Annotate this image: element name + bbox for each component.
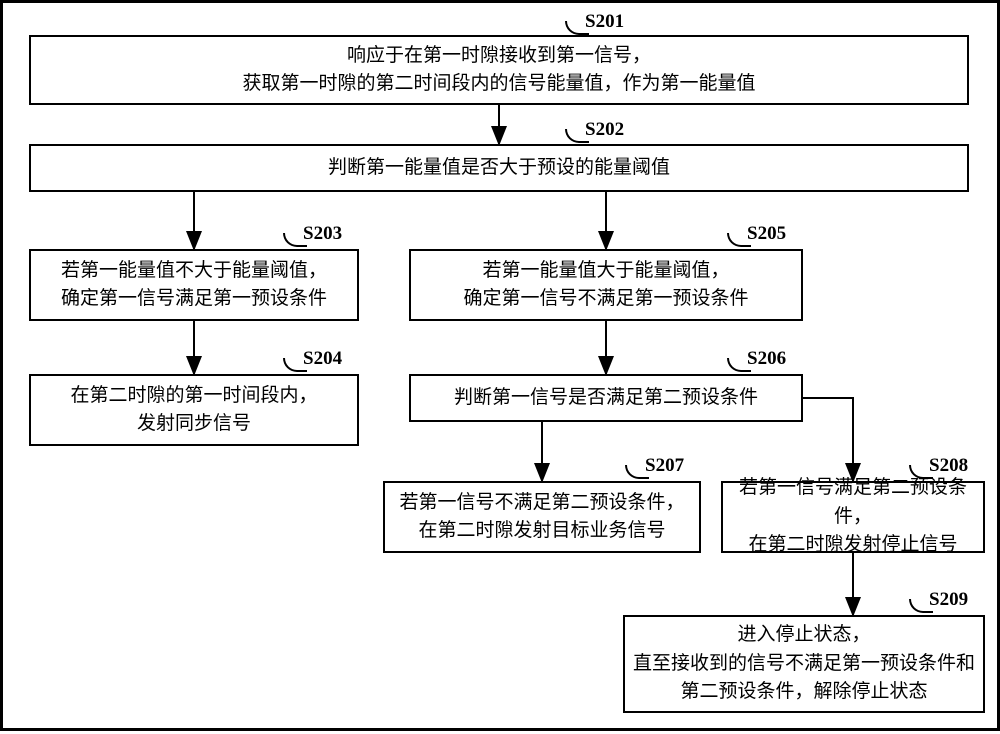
node-text: 在第二时隙发射目标业务信号 — [418, 517, 665, 546]
node-text: 若第一能量值大于能量阈值， — [482, 257, 729, 286]
node-text: 若第一能量值不大于能量阈值， — [61, 257, 327, 286]
label-s202: S202 — [583, 119, 626, 141]
label-s203: S203 — [301, 223, 344, 245]
node-text: 在第二时隙的第一时间段内， — [70, 382, 317, 411]
node-text: 响应于在第一时隙接收到第一信号， — [347, 42, 651, 71]
label-s204: S204 — [301, 348, 344, 370]
node-text: 确定第一信号不满足第一预设条件 — [463, 285, 748, 314]
node-text: 判断第一信号是否满足第二预设条件 — [454, 384, 758, 413]
node-s203: 若第一能量值不大于能量阈值，确定第一信号满足第一预设条件 — [29, 249, 359, 321]
node-s201: 响应于在第一时隙接收到第一信号，获取第一时隙的第二时间段内的信号能量值，作为第一… — [29, 35, 969, 105]
node-text: 若第一信号不满足第二预设条件， — [399, 489, 684, 518]
node-s208: 若第一信号满足第二预设条件，在第二时隙发射停止信号 — [721, 481, 985, 553]
node-text: 在第二时隙发射停止信号 — [748, 531, 957, 560]
node-s209: 进入停止状态，直至接收到的信号不满足第一预设条件和第二预设条件，解除停止状态 — [623, 615, 985, 713]
label-s206: S206 — [745, 348, 788, 370]
label-s209: S209 — [927, 589, 970, 611]
label-s207: S207 — [643, 455, 686, 477]
edge-s206-s208 — [803, 398, 853, 481]
node-text: 确定第一信号满足第一预设条件 — [61, 285, 327, 314]
node-text: 发射同步信号 — [137, 410, 251, 439]
node-s207: 若第一信号不满足第二预设条件，在第二时隙发射目标业务信号 — [383, 481, 701, 553]
label-s205: S205 — [745, 223, 788, 245]
node-s204: 在第二时隙的第一时间段内，发射同步信号 — [29, 374, 359, 446]
node-s202: 判断第一能量值是否大于预设的能量阈值 — [29, 144, 969, 192]
node-text: 判断第一能量值是否大于预设的能量阈值 — [328, 154, 670, 183]
node-s205: 若第一能量值大于能量阈值，确定第一信号不满足第一预设条件 — [409, 249, 803, 321]
node-s206: 判断第一信号是否满足第二预设条件 — [409, 374, 803, 422]
node-text: 若第一信号满足第二预设条件， — [729, 474, 977, 531]
node-text: 进入停止状态， — [737, 621, 870, 650]
node-text: 获取第一时隙的第二时间段内的信号能量值，作为第一能量值 — [242, 70, 755, 99]
label-s201: S201 — [583, 11, 626, 33]
label-s208: S208 — [927, 455, 970, 477]
flowchart-canvas: 响应于在第一时隙接收到第一信号，获取第一时隙的第二时间段内的信号能量值，作为第一… — [0, 0, 1000, 731]
node-text: 直至接收到的信号不满足第一预设条件和 — [633, 650, 975, 679]
node-text: 第二预设条件，解除停止状态 — [680, 678, 927, 707]
